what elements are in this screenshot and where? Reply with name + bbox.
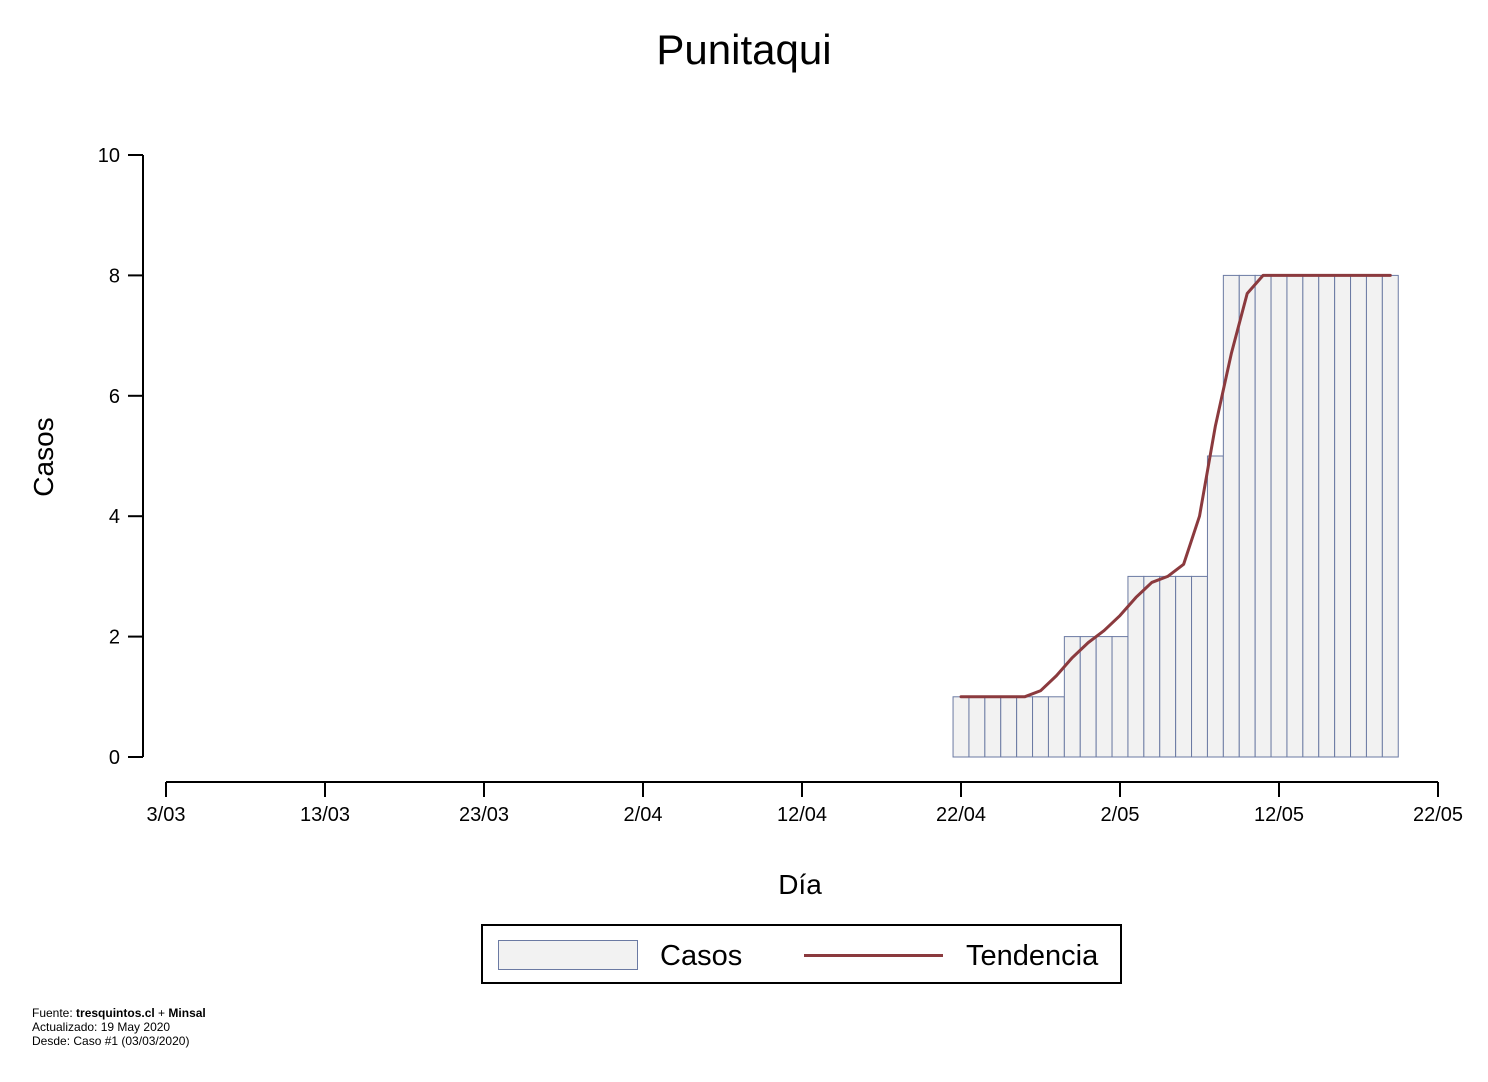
bar-30-04: [1079, 636, 1097, 758]
x-tick-label-2-04: 2/04: [624, 804, 663, 826]
bar-26-04: [1016, 696, 1034, 758]
x-tick-label-12-05: 12/05: [1254, 804, 1304, 826]
bar-25-04: [1000, 696, 1018, 758]
y-tick-label-10: 10: [98, 145, 120, 167]
bar-5-05: [1159, 575, 1177, 758]
bar-15-05: [1318, 274, 1336, 758]
legend-label-tendencia: Tendencia: [966, 940, 1099, 972]
bar-10-05: [1238, 274, 1256, 758]
bar-23-04: [968, 696, 986, 758]
source-minsal: Minsal: [168, 1006, 206, 1020]
bar-8-05: [1206, 455, 1224, 758]
bar-6-05: [1175, 575, 1193, 758]
y-axis-label: Casos: [28, 417, 59, 497]
bar-12-05: [1270, 274, 1288, 758]
x-tick-label-3-03: 3/03: [147, 804, 186, 826]
bar-27-04: [1032, 696, 1049, 758]
bar-13-05: [1286, 274, 1304, 758]
bar-2-05: [1111, 636, 1129, 758]
footer-source: Fuente: tresquintos.cl + Minsal: [32, 1006, 206, 1020]
legend-swatch-casos: [498, 940, 638, 970]
y-tick-label-4: 4: [109, 506, 120, 528]
trend-line: [959, 273, 1392, 699]
legend-swatch-tendencia: [804, 954, 943, 957]
x-tick-label-23-03: 23/03: [459, 804, 509, 826]
bar-1-05: [1095, 636, 1113, 758]
legend: Casos Tendencia: [481, 924, 1122, 984]
footer-since: Desde: Caso #1 (03/03/2020): [32, 1034, 190, 1048]
footer-notes: Fuente: tresquintos.cl + Minsal Actualiz…: [32, 1006, 206, 1048]
y-tick-label-2: 2: [109, 627, 120, 649]
x-tick-label-22-05: 22/05: [1413, 804, 1463, 826]
y-tick-label-8: 8: [109, 265, 120, 287]
bar-9-05: [1222, 274, 1240, 758]
bar-14-05: [1302, 274, 1320, 758]
bar-4-05: [1143, 575, 1161, 758]
y-tick-label-0: 0: [109, 747, 120, 769]
x-tick-label-22-04: 22/04: [936, 804, 986, 826]
bar-7-05: [1191, 575, 1208, 758]
bar-24-04: [984, 696, 1002, 758]
bar-18-05: [1365, 274, 1383, 758]
bar-17-05: [1350, 274, 1367, 758]
chart-title: Punitaqui: [656, 26, 832, 73]
x-tick-label-12-04: 12/04: [777, 804, 827, 826]
bar-28-04: [1047, 696, 1065, 758]
x-axis-label: Día: [778, 869, 822, 900]
bar-29-04: [1063, 636, 1081, 758]
bar-19-05: [1381, 274, 1399, 758]
x-tick-label-13-03: 13/03: [300, 804, 350, 826]
axes-layer: 0 2 4 6 8 10 3/03 13/03 23/03 2/04 12/04 22/04 2/05 1…: [98, 145, 1463, 826]
bar-22-04: [952, 696, 970, 758]
x-tick-label-2-05: 2/05: [1101, 804, 1140, 826]
source-tresquintos: tresquintos.cl: [76, 1006, 155, 1020]
bars-layer: [952, 274, 1399, 758]
y-tick-label-6: 6: [109, 386, 120, 408]
trend-layer: [959, 273, 1392, 699]
bar-11-05: [1254, 274, 1272, 758]
bar-16-05: [1334, 274, 1352, 758]
legend-label-casos: Casos: [660, 940, 743, 972]
footer-updated: Actualizado: 19 May 2020: [32, 1020, 171, 1034]
